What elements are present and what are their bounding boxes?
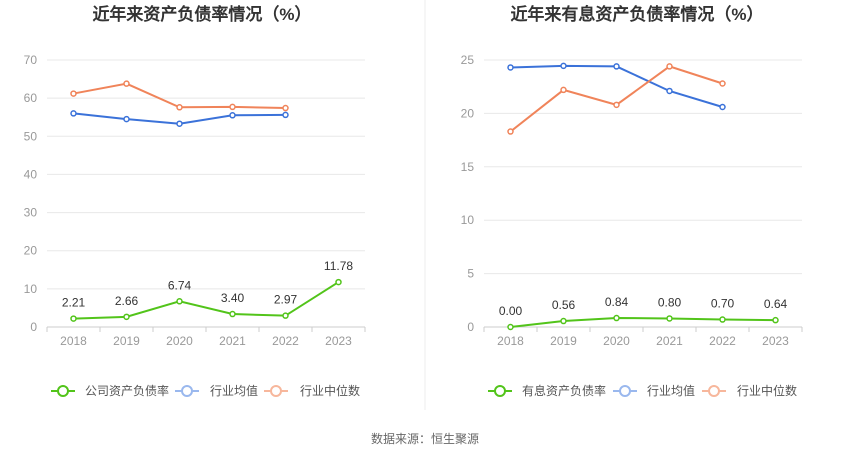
data-label: 2.66 [115, 294, 139, 308]
data-label: 0.00 [499, 304, 523, 318]
y-tick-label: 40 [24, 167, 38, 181]
legend-marker[interactable] [181, 385, 193, 397]
data-point[interactable] [70, 315, 77, 322]
chart-left: 近年来资产负债率情况（%） 0 10 20 30 40 50 60 70 2018 2019 202… [24, 4, 366, 398]
y-tick-label: 20 [461, 106, 475, 120]
data-label: 0.56 [552, 298, 576, 312]
y-tick-label: 50 [24, 129, 38, 143]
data-label: 0.84 [605, 295, 629, 309]
data-point[interactable] [666, 315, 673, 322]
chart-title: 近年来资产负债率情况（%） [92, 4, 311, 24]
data-label: 3.40 [221, 291, 245, 305]
x-tick-label: 2023 [325, 334, 352, 348]
legend-label[interactable]: 有息资产负债率 [522, 383, 606, 398]
data-point[interactable] [613, 314, 620, 322]
data-point[interactable] [335, 278, 342, 286]
data-label: 6.74 [168, 278, 192, 292]
data-point[interactable] [560, 317, 567, 325]
y-tick-label: 15 [461, 160, 475, 174]
data-point[interactable] [282, 111, 289, 119]
chart-right: 近年来有息资产负债率情况（%） 0 5 10 15 20 25 2018 2019 2020 20… [461, 4, 803, 398]
legend-label[interactable]: 行业均值 [647, 383, 695, 398]
legend-marker[interactable] [708, 385, 720, 397]
data-point[interactable] [772, 316, 779, 324]
y-tick-label: 30 [24, 206, 38, 220]
data-point[interactable] [507, 64, 514, 71]
y-tick-label: 10 [461, 213, 475, 227]
x-tick-label: 2022 [709, 334, 736, 348]
data-label: 2.97 [274, 293, 298, 307]
legend-label[interactable]: 行业中位数 [737, 383, 797, 398]
data-point[interactable] [176, 298, 183, 305]
data-point[interactable] [123, 313, 130, 321]
legend-marker[interactable] [494, 385, 506, 397]
data-label: 0.70 [711, 297, 735, 311]
data-label: 11.78 [324, 259, 353, 273]
data-label: 0.64 [764, 297, 788, 311]
y-tick-label: 20 [24, 244, 38, 258]
data-point[interactable] [282, 104, 289, 112]
data-point[interactable] [666, 63, 673, 70]
data-point[interactable] [229, 103, 236, 111]
y-tick-label: 70 [24, 53, 38, 67]
series-line [510, 317, 776, 328]
data-point[interactable] [123, 115, 130, 123]
x-tick-label: 2020 [166, 334, 193, 348]
data-point[interactable] [613, 63, 620, 70]
x-tick-label: 2020 [603, 334, 630, 348]
x-tick-label: 2019 [550, 334, 577, 348]
series-line [510, 64, 723, 108]
x-tick-label: 2018 [60, 334, 87, 348]
legend-marker[interactable] [270, 385, 282, 397]
data-point[interactable] [70, 110, 77, 117]
data-point[interactable] [176, 104, 183, 111]
legend-marker[interactable] [57, 385, 69, 397]
chart-title: 近年来有息资产负债率情况（%） [510, 4, 763, 24]
y-tick-label: 0 [467, 320, 474, 334]
data-point[interactable] [507, 323, 514, 331]
data-label: 0.80 [658, 295, 682, 309]
data-point[interactable] [719, 80, 726, 87]
data-point[interactable] [613, 101, 620, 109]
legend-label[interactable]: 行业中位数 [300, 383, 360, 398]
data-point[interactable] [282, 312, 289, 319]
x-tick-label: 2023 [762, 334, 789, 348]
data-point[interactable] [666, 87, 673, 95]
series-line [73, 281, 340, 320]
y-tick-label: 25 [461, 53, 475, 67]
legend-marker[interactable] [619, 385, 631, 397]
data-point[interactable] [719, 103, 726, 111]
legend-label[interactable]: 公司资产负债率 [85, 383, 169, 398]
y-tick-label: 10 [24, 282, 38, 296]
legend-label[interactable]: 行业均值 [210, 383, 258, 398]
data-point[interactable] [176, 120, 183, 127]
data-point[interactable] [719, 316, 726, 323]
data-label: 2.21 [62, 296, 86, 310]
x-tick-label: 2019 [113, 334, 140, 348]
data-point[interactable] [70, 90, 77, 97]
x-tick-label: 2022 [272, 334, 299, 348]
data-point[interactable] [123, 80, 130, 87]
data-point[interactable] [560, 86, 567, 94]
data-point[interactable] [507, 128, 514, 135]
x-tick-label: 2021 [656, 334, 683, 348]
y-tick-label: 0 [30, 320, 37, 334]
series-line [509, 65, 723, 133]
data-point[interactable] [229, 310, 236, 318]
data-source: 数据来源：恒生聚源 [371, 431, 479, 446]
x-tick-label: 2021 [219, 334, 246, 348]
y-tick-label: 60 [24, 91, 38, 105]
x-tick-label: 2018 [497, 334, 524, 348]
data-point[interactable] [560, 62, 567, 70]
data-point[interactable] [229, 112, 236, 119]
y-tick-label: 5 [467, 267, 474, 281]
